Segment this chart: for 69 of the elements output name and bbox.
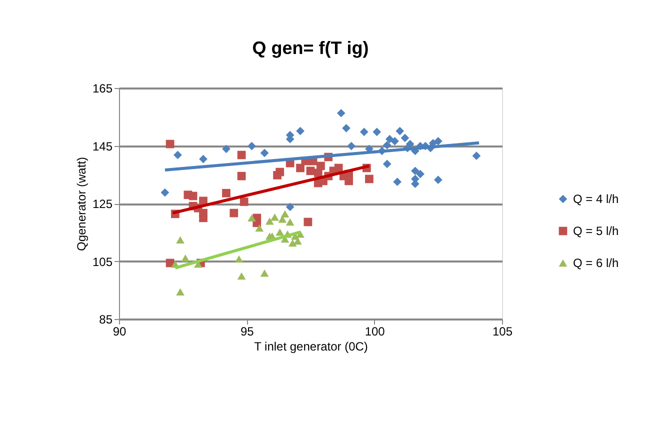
point — [160, 188, 170, 197]
point — [270, 213, 279, 221]
point — [260, 148, 269, 158]
point — [237, 172, 246, 180]
point — [286, 202, 294, 212]
legend-label: Q = 5 l/h — [573, 224, 619, 238]
point — [336, 108, 346, 118]
y-tick-label: 125 — [92, 197, 113, 211]
point — [248, 142, 256, 150]
point — [176, 288, 184, 296]
x-axis-title: T inlet generator (0C) — [254, 340, 368, 354]
point — [382, 160, 392, 168]
y-axis-title: Qgenerator (watt) — [74, 156, 88, 252]
point — [393, 178, 402, 186]
point — [347, 142, 356, 150]
point — [222, 144, 230, 154]
chart-title: Q gen= f(T ig) — [252, 38, 369, 58]
y-tick-label: 145 — [92, 139, 113, 154]
point — [280, 210, 290, 218]
point — [304, 218, 312, 226]
point — [248, 214, 256, 222]
point — [382, 140, 392, 150]
point — [306, 166, 315, 176]
x-tick-label: 105 — [492, 324, 513, 338]
point — [294, 237, 302, 245]
x-tick-label: 95 — [240, 324, 254, 338]
x-tick-label: 90 — [112, 324, 126, 338]
point — [240, 198, 248, 206]
y-tick-label: 165 — [92, 82, 113, 96]
point — [181, 254, 190, 262]
point — [316, 162, 325, 170]
point — [372, 128, 382, 136]
point — [360, 128, 368, 136]
point — [416, 170, 424, 178]
point — [344, 176, 353, 186]
legend-label: Q = 4 l/h — [573, 192, 619, 206]
legend-label: Q = 6 l/h — [573, 256, 619, 270]
point — [390, 136, 399, 146]
point — [296, 126, 304, 136]
y-tick-label: 105 — [92, 254, 113, 269]
point — [255, 224, 264, 232]
point — [396, 126, 404, 136]
point — [434, 176, 442, 184]
point — [296, 164, 304, 172]
point — [265, 217, 274, 225]
point — [166, 140, 174, 148]
point — [288, 239, 297, 247]
point — [174, 150, 182, 160]
point — [199, 154, 208, 164]
point — [222, 188, 230, 198]
y-tick-label: 85 — [99, 312, 113, 326]
point — [260, 269, 269, 277]
x-tick-label: 100 — [364, 324, 386, 338]
point — [334, 164, 343, 172]
point — [199, 208, 208, 218]
point — [342, 124, 350, 132]
point — [188, 192, 198, 200]
point — [400, 134, 410, 142]
point — [472, 152, 481, 160]
point — [237, 150, 246, 160]
point — [276, 168, 284, 176]
point — [365, 174, 374, 184]
point — [276, 228, 284, 236]
point — [411, 166, 420, 176]
point — [234, 255, 244, 263]
point — [237, 272, 246, 280]
point — [176, 236, 184, 244]
point — [230, 208, 238, 218]
point — [286, 218, 294, 226]
